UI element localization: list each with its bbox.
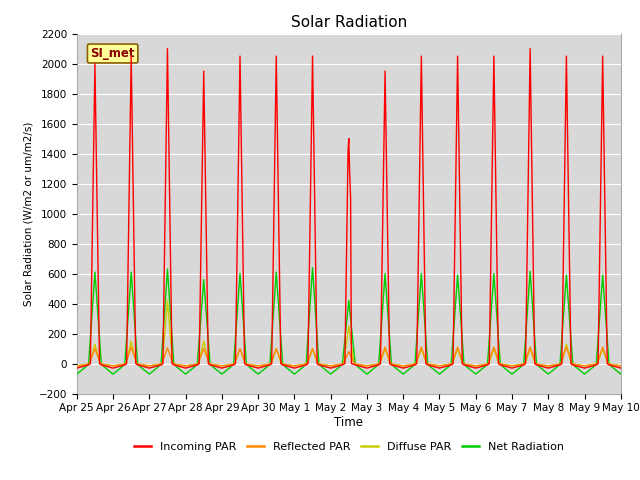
Text: SI_met: SI_met [90,47,135,60]
Legend: Incoming PAR, Reflected PAR, Diffuse PAR, Net Radiation: Incoming PAR, Reflected PAR, Diffuse PAR… [129,438,568,456]
Title: Solar Radiation: Solar Radiation [291,15,407,30]
X-axis label: Time: Time [334,416,364,429]
Y-axis label: Solar Radiation (W/m2 or um/m2/s): Solar Radiation (W/m2 or um/m2/s) [23,121,33,306]
